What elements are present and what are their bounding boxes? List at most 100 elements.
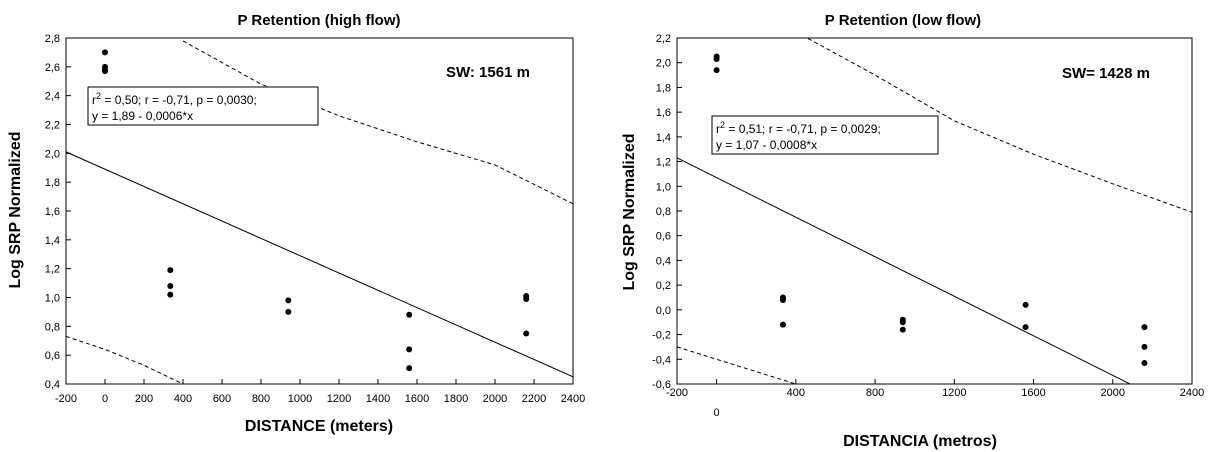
x-tick-label: 1400 [366,393,390,405]
x-axis-label: DISTANCIA (metros) [843,433,997,450]
stats-r2-rest: = 0,51; r = -0,71, p = 0,0029; [725,122,881,136]
y-tick-label: -0,4 [652,354,671,366]
y-tick-label: 2,6 [45,62,60,74]
confidence-lower-line [677,346,796,384]
data-point [713,67,720,74]
data-point [713,56,720,63]
x-tick-label: 1800 [444,393,468,405]
stats-r2-base: r [92,93,96,107]
y-axis-label: Log SRP Normalized [621,133,638,290]
y-tick-label: 0,4 [656,255,671,267]
y-tick-label: 0,0 [656,305,671,317]
regression-lines [677,38,1192,384]
y-tick-label: 0,6 [45,350,60,362]
data-point [779,321,786,328]
stats-r2-rest: = 0,50; r = -0,71, p = 0,0030; [101,93,257,107]
x-tick-label: -200 [666,387,688,399]
y-tick-label: 1,6 [45,206,60,218]
y-tick-label: 1,8 [656,82,671,94]
stats-r2-base: r [716,122,720,136]
x-tick-label: 2000 [483,393,507,405]
confidence-lower-line [66,335,184,384]
confidence-upper-line [806,38,1192,213]
x-tick-label: 400 [787,387,805,399]
y-axis: -0,6 -0,4 -0,2 0,0 0,2 0,4 0,6 0,8 1,0 1,2 1,4 1,6 1… [652,33,682,391]
x-tick-label: 2000 [1101,387,1125,399]
regression-lines [66,40,573,384]
data-point [523,295,530,302]
y-tick-label: 2,0 [656,58,671,70]
x-tick-label: 600 [213,393,231,405]
sw-label: SW: 1561 m [446,64,530,81]
data-points [102,49,530,372]
stats-line-1: r2 = 0,51; r = -0,71, p = 0,0029; [716,120,881,136]
data-point [523,330,530,337]
y-tick-label: 1,8 [45,177,60,189]
data-point [779,296,786,303]
chart-title: P Retention (low flow) [825,12,981,29]
x-tick-label: 800 [866,387,884,399]
data-point [899,326,906,333]
stats-box-frame [87,86,319,126]
x-tick-label: 1600 [405,393,429,405]
y-tick-label: 0,8 [656,206,671,218]
data-point [167,282,174,289]
x-tick-label: 200 [135,393,153,405]
x-tick-label: 400 [174,393,192,405]
sw-label: SW= 1428 m [1062,65,1150,82]
stats-line-2: y = 1,07 - 0,0008*x [716,138,817,152]
stats-r2-sup: 2 [96,91,101,101]
y-tick-label: 1,4 [656,132,671,144]
x-tick-label: 2400 [1180,387,1204,399]
y-tick-label: 2,2 [45,120,60,132]
fit-line [66,151,573,378]
y-tick-label: -0,2 [652,330,671,342]
y-tick-label: 0,6 [656,231,671,243]
data-point [406,346,413,353]
x-tick-label: 0 [714,407,720,419]
y-tick-label: 1,4 [45,235,60,247]
x-tick-label: 800 [252,393,270,405]
x-axis: -200 0 400 800 1200 1600 2000 2400 [666,379,1204,419]
x-tick-label: 0 [102,393,108,405]
data-point [1022,301,1029,308]
data-point [1022,324,1029,331]
x-axis: -200 0 200 400 600 800 1000 1200 1400 1600 1800 200… [55,379,585,405]
data-point [406,311,413,318]
data-point [406,365,413,372]
data-point [167,267,174,274]
chart-high-flow: P Retention (high flow) -200 0 200 400 600 80… [7,12,585,435]
fit-line [677,157,1132,384]
y-tick-label: 2,0 [45,148,60,160]
x-tick-label: 2200 [522,393,546,405]
data-point [1141,359,1148,366]
x-tick-label: 2400 [561,393,585,405]
stats-box: r2 = 0,50; r = -0,71, p = 0,0030; y = 1,… [87,86,319,126]
data-point [102,68,108,75]
y-tick-label: 2,8 [45,33,60,45]
y-tick-label: -0,6 [652,379,671,391]
confidence-upper-line [182,40,573,205]
x-tick-label: -200 [55,393,77,405]
stats-box: r2 = 0,51; r = -0,71, p = 0,0029; y = 1,… [711,115,939,155]
stats-line-1: r2 = 0,50; r = -0,71, p = 0,0030; [92,91,257,107]
y-tick-label: 0,8 [45,321,60,333]
y-tick-label: 1,6 [656,107,671,119]
x-tick-label: 1200 [327,393,351,405]
y-tick-label: 1,2 [45,264,60,276]
y-tick-label: 1,0 [656,181,671,193]
y-axis: 0,4 0,6 0,8 1,0 1,2 1,4 1,6 1,8 2,0 2,2 2,4 2,6 2,8 [45,33,71,391]
data-point [1141,343,1148,350]
chart-title: P Retention (high flow) [237,12,400,29]
y-tick-label: 0,2 [656,280,671,292]
data-point [285,308,292,315]
y-tick-label: 2,2 [656,33,671,45]
y-tick-label: 0,4 [45,379,60,391]
data-point [167,291,174,298]
data-points [713,53,1148,366]
y-axis-label: Log SRP Normalized [7,131,24,288]
data-point [1141,324,1148,331]
y-tick-label: 1,2 [656,157,671,169]
x-tick-label: 1600 [1021,387,1045,399]
